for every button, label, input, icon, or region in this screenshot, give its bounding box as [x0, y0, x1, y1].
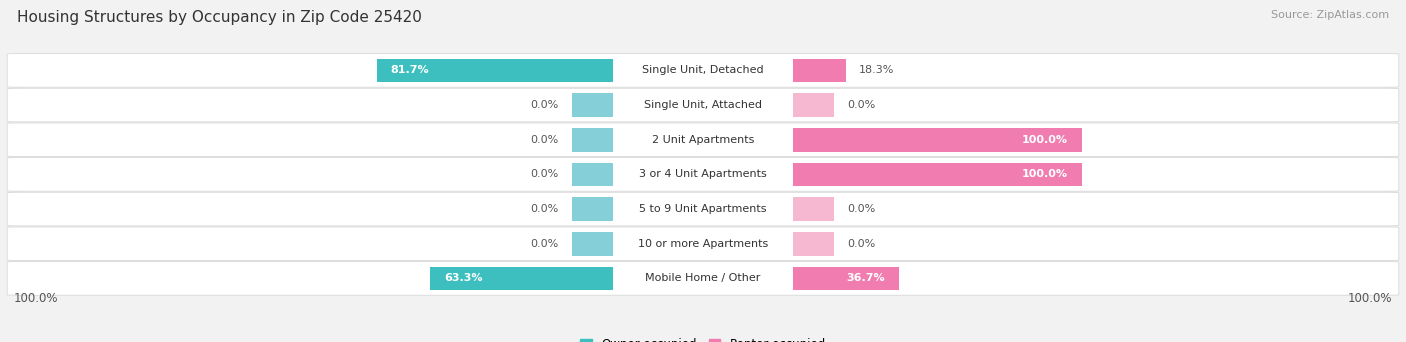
FancyBboxPatch shape [7, 158, 1399, 191]
Bar [793, 128, 1083, 152]
Bar [793, 58, 845, 82]
Bar [377, 58, 613, 82]
Bar [572, 93, 613, 117]
Text: 0.0%: 0.0% [530, 239, 558, 249]
Text: 63.3%: 63.3% [444, 273, 482, 284]
Text: Single Unit, Attached: Single Unit, Attached [644, 100, 762, 110]
Text: 0.0%: 0.0% [530, 100, 558, 110]
FancyBboxPatch shape [7, 54, 1399, 87]
FancyBboxPatch shape [7, 192, 1399, 226]
Bar [572, 163, 613, 186]
Text: Single Unit, Detached: Single Unit, Detached [643, 65, 763, 76]
Text: 0.0%: 0.0% [530, 135, 558, 145]
Text: 100.0%: 100.0% [1022, 169, 1069, 180]
Bar [793, 232, 834, 255]
Bar [572, 128, 613, 152]
Text: 100.0%: 100.0% [14, 292, 59, 305]
FancyBboxPatch shape [7, 262, 1399, 295]
Bar [793, 163, 1083, 186]
Text: 100.0%: 100.0% [1022, 135, 1069, 145]
Bar [793, 267, 898, 290]
Bar [430, 267, 613, 290]
Text: Housing Structures by Occupancy in Zip Code 25420: Housing Structures by Occupancy in Zip C… [17, 10, 422, 25]
Bar [793, 93, 834, 117]
Text: 0.0%: 0.0% [848, 239, 876, 249]
Bar [793, 197, 834, 221]
Text: 3 or 4 Unit Apartments: 3 or 4 Unit Apartments [640, 169, 766, 180]
FancyBboxPatch shape [7, 123, 1399, 157]
Text: 5 to 9 Unit Apartments: 5 to 9 Unit Apartments [640, 204, 766, 214]
Text: 0.0%: 0.0% [848, 204, 876, 214]
Legend: Owner-occupied, Renter-occupied: Owner-occupied, Renter-occupied [579, 338, 827, 342]
Text: 0.0%: 0.0% [848, 100, 876, 110]
Text: 100.0%: 100.0% [1347, 292, 1392, 305]
Text: 0.0%: 0.0% [530, 204, 558, 214]
Text: 18.3%: 18.3% [859, 65, 894, 76]
Text: 36.7%: 36.7% [846, 273, 884, 284]
Bar [572, 232, 613, 255]
Text: Mobile Home / Other: Mobile Home / Other [645, 273, 761, 284]
Text: 10 or more Apartments: 10 or more Apartments [638, 239, 768, 249]
FancyBboxPatch shape [7, 227, 1399, 261]
Bar [572, 197, 613, 221]
Text: 0.0%: 0.0% [530, 169, 558, 180]
Text: 81.7%: 81.7% [391, 65, 429, 76]
FancyBboxPatch shape [7, 88, 1399, 122]
Text: 2 Unit Apartments: 2 Unit Apartments [652, 135, 754, 145]
Text: Source: ZipAtlas.com: Source: ZipAtlas.com [1271, 10, 1389, 20]
